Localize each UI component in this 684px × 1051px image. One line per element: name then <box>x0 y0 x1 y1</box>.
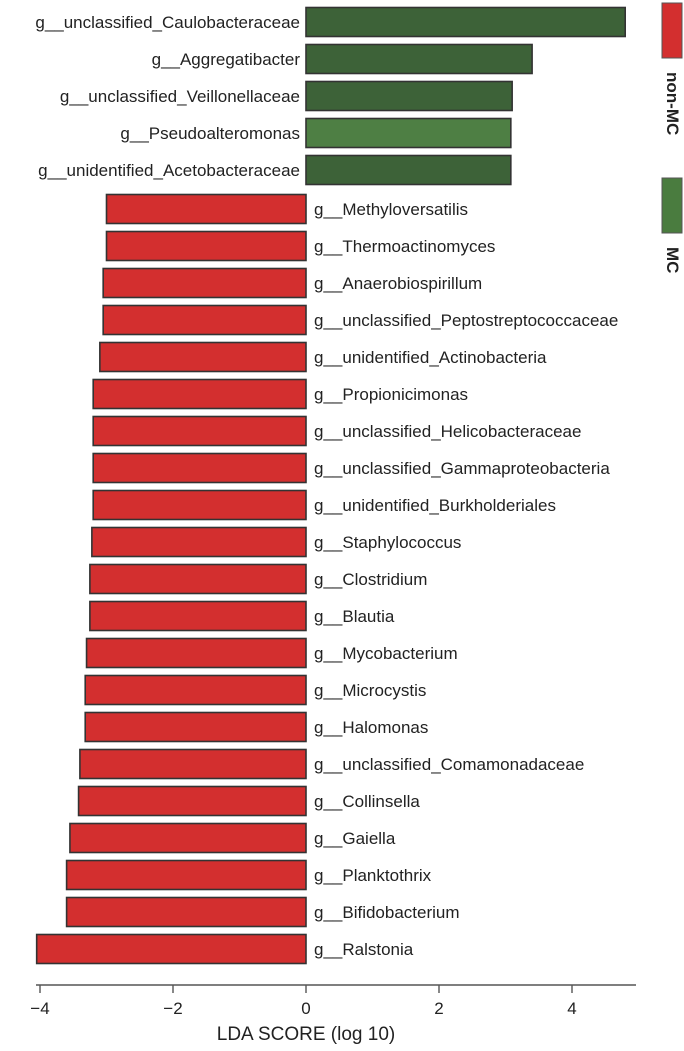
bar-g-gaiella <box>69 822 307 854</box>
bar-labels-layer: g__unclassified_Caulobacteraceae g__Aggre… <box>35 13 618 959</box>
bar-label-g-planktothrix: g__Planktothrix <box>314 866 432 885</box>
bar-g-unidentified-acetobacteraceae <box>305 154 512 186</box>
x-tick-label: 2 <box>434 999 443 1018</box>
bar-g-unclassified-caulobacteraceae <box>305 6 627 38</box>
bar-label-g-ralstonia: g__Ralstonia <box>314 940 414 959</box>
x-axis: −4 −2 0 2 4 <box>30 984 636 1018</box>
bar-g-unidentified-actinobacteria <box>99 341 307 373</box>
bar-g-aggregatibacter <box>305 43 533 75</box>
bar-label-g-propionicimonas: g__Propionicimonas <box>314 385 468 404</box>
bar-g-unclassified-peptostreptococcaceae <box>102 304 307 336</box>
bar-g-clostridium <box>89 563 307 595</box>
bar-label-g-methyloversatilis: g__Methyloversatilis <box>314 200 468 219</box>
bar-label-g-unclassified-caulobacteraceae: g__unclassified_Caulobacteraceae <box>35 13 300 32</box>
legend-swatch-mc <box>661 177 683 234</box>
x-tick-label: 0 <box>301 999 310 1018</box>
bars-layer <box>35 6 627 965</box>
bar-label-g-thermoactinomyces: g__Thermoactinomyces <box>314 237 495 256</box>
bar-label-g-aggregatibacter: g__Aggregatibacter <box>152 50 301 69</box>
bar-label-g-unclassified-comamonadaceae: g__unclassified_Comamonadaceae <box>314 755 584 774</box>
bar-g-ralstonia <box>35 933 307 965</box>
bar-label-g-unclassified-peptostreptococcaceae: g__unclassified_Peptostreptococcaceae <box>314 311 618 330</box>
x-tick-label: 4 <box>567 999 576 1018</box>
bar-label-g-clostridium: g__Clostridium <box>314 570 427 589</box>
bar-g-methyloversatilis <box>105 193 307 225</box>
bar-label-g-halomonas: g__Halomonas <box>314 718 428 737</box>
bar-g-thermoactinomyces <box>105 230 307 262</box>
bar-g-planktothrix <box>65 859 307 891</box>
bar-label-g-pseudoalteromonas: g__Pseudoalteromonas <box>120 124 300 143</box>
bar-g-unclassified-gammaproteobacteria <box>92 452 307 484</box>
bar-g-blautia <box>89 600 307 632</box>
bar-g-unclassified-helicobacteraceae <box>92 415 307 447</box>
bar-label-g-gaiella: g__Gaiella <box>314 829 396 848</box>
bar-g-mycobacterium <box>85 637 307 669</box>
legend-label-mc: MC <box>663 247 682 273</box>
bar-label-g-unclassified-helicobacteraceae: g__unclassified_Helicobacteraceae <box>314 422 581 441</box>
bar-label-g-unidentified-acetobacteraceae: g__unidentified_Acetobacteraceae <box>38 161 300 180</box>
bar-label-g-blautia: g__Blautia <box>314 607 395 626</box>
bar-g-unclassified-comamonadaceae <box>79 748 307 780</box>
legend-swatch-non-mc <box>661 2 683 59</box>
bar-g-halomonas <box>84 711 307 743</box>
bar-g-unclassified-veillonellaceae <box>305 80 513 112</box>
bar-label-g-bifidobacterium: g__Bifidobacterium <box>314 903 460 922</box>
bar-label-g-mycobacterium: g__Mycobacterium <box>314 644 458 663</box>
bar-label-g-staphylococcus: g__Staphylococcus <box>314 533 461 552</box>
bar-g-bifidobacterium <box>65 896 307 928</box>
bar-g-collinsella <box>77 785 307 817</box>
bar-label-g-unidentified-actinobacteria: g__unidentified_Actinobacteria <box>314 348 547 367</box>
bar-label-g-unclassified-gammaproteobacteria: g__unclassified_Gammaproteobacteria <box>314 459 610 478</box>
bar-g-pseudoalteromonas <box>305 117 512 149</box>
x-tick-label: −2 <box>163 999 182 1018</box>
bar-label-g-anaerobiospirillum: g__Anaerobiospirillum <box>314 274 482 293</box>
bar-g-microcystis <box>84 674 307 706</box>
x-tick-label: −4 <box>30 999 49 1018</box>
bar-g-unidentified-burkholderiales <box>92 489 307 521</box>
bar-label-g-unclassified-veillonellaceae: g__unclassified_Veillonellaceae <box>60 87 300 106</box>
bar-label-g-collinsella: g__Collinsella <box>314 792 420 811</box>
x-axis-title: LDA SCORE (log 10) <box>217 1024 395 1045</box>
bar-label-g-unidentified-burkholderiales: g__unidentified_Burkholderiales <box>314 496 556 515</box>
legend: non-MC MC <box>661 2 683 273</box>
bar-g-staphylococcus <box>91 526 307 558</box>
legend-label-non-mc: non-MC <box>663 72 682 135</box>
bar-label-g-microcystis: g__Microcystis <box>314 681 426 700</box>
bar-g-propionicimonas <box>92 378 307 410</box>
bar-g-anaerobiospirillum <box>102 267 307 299</box>
